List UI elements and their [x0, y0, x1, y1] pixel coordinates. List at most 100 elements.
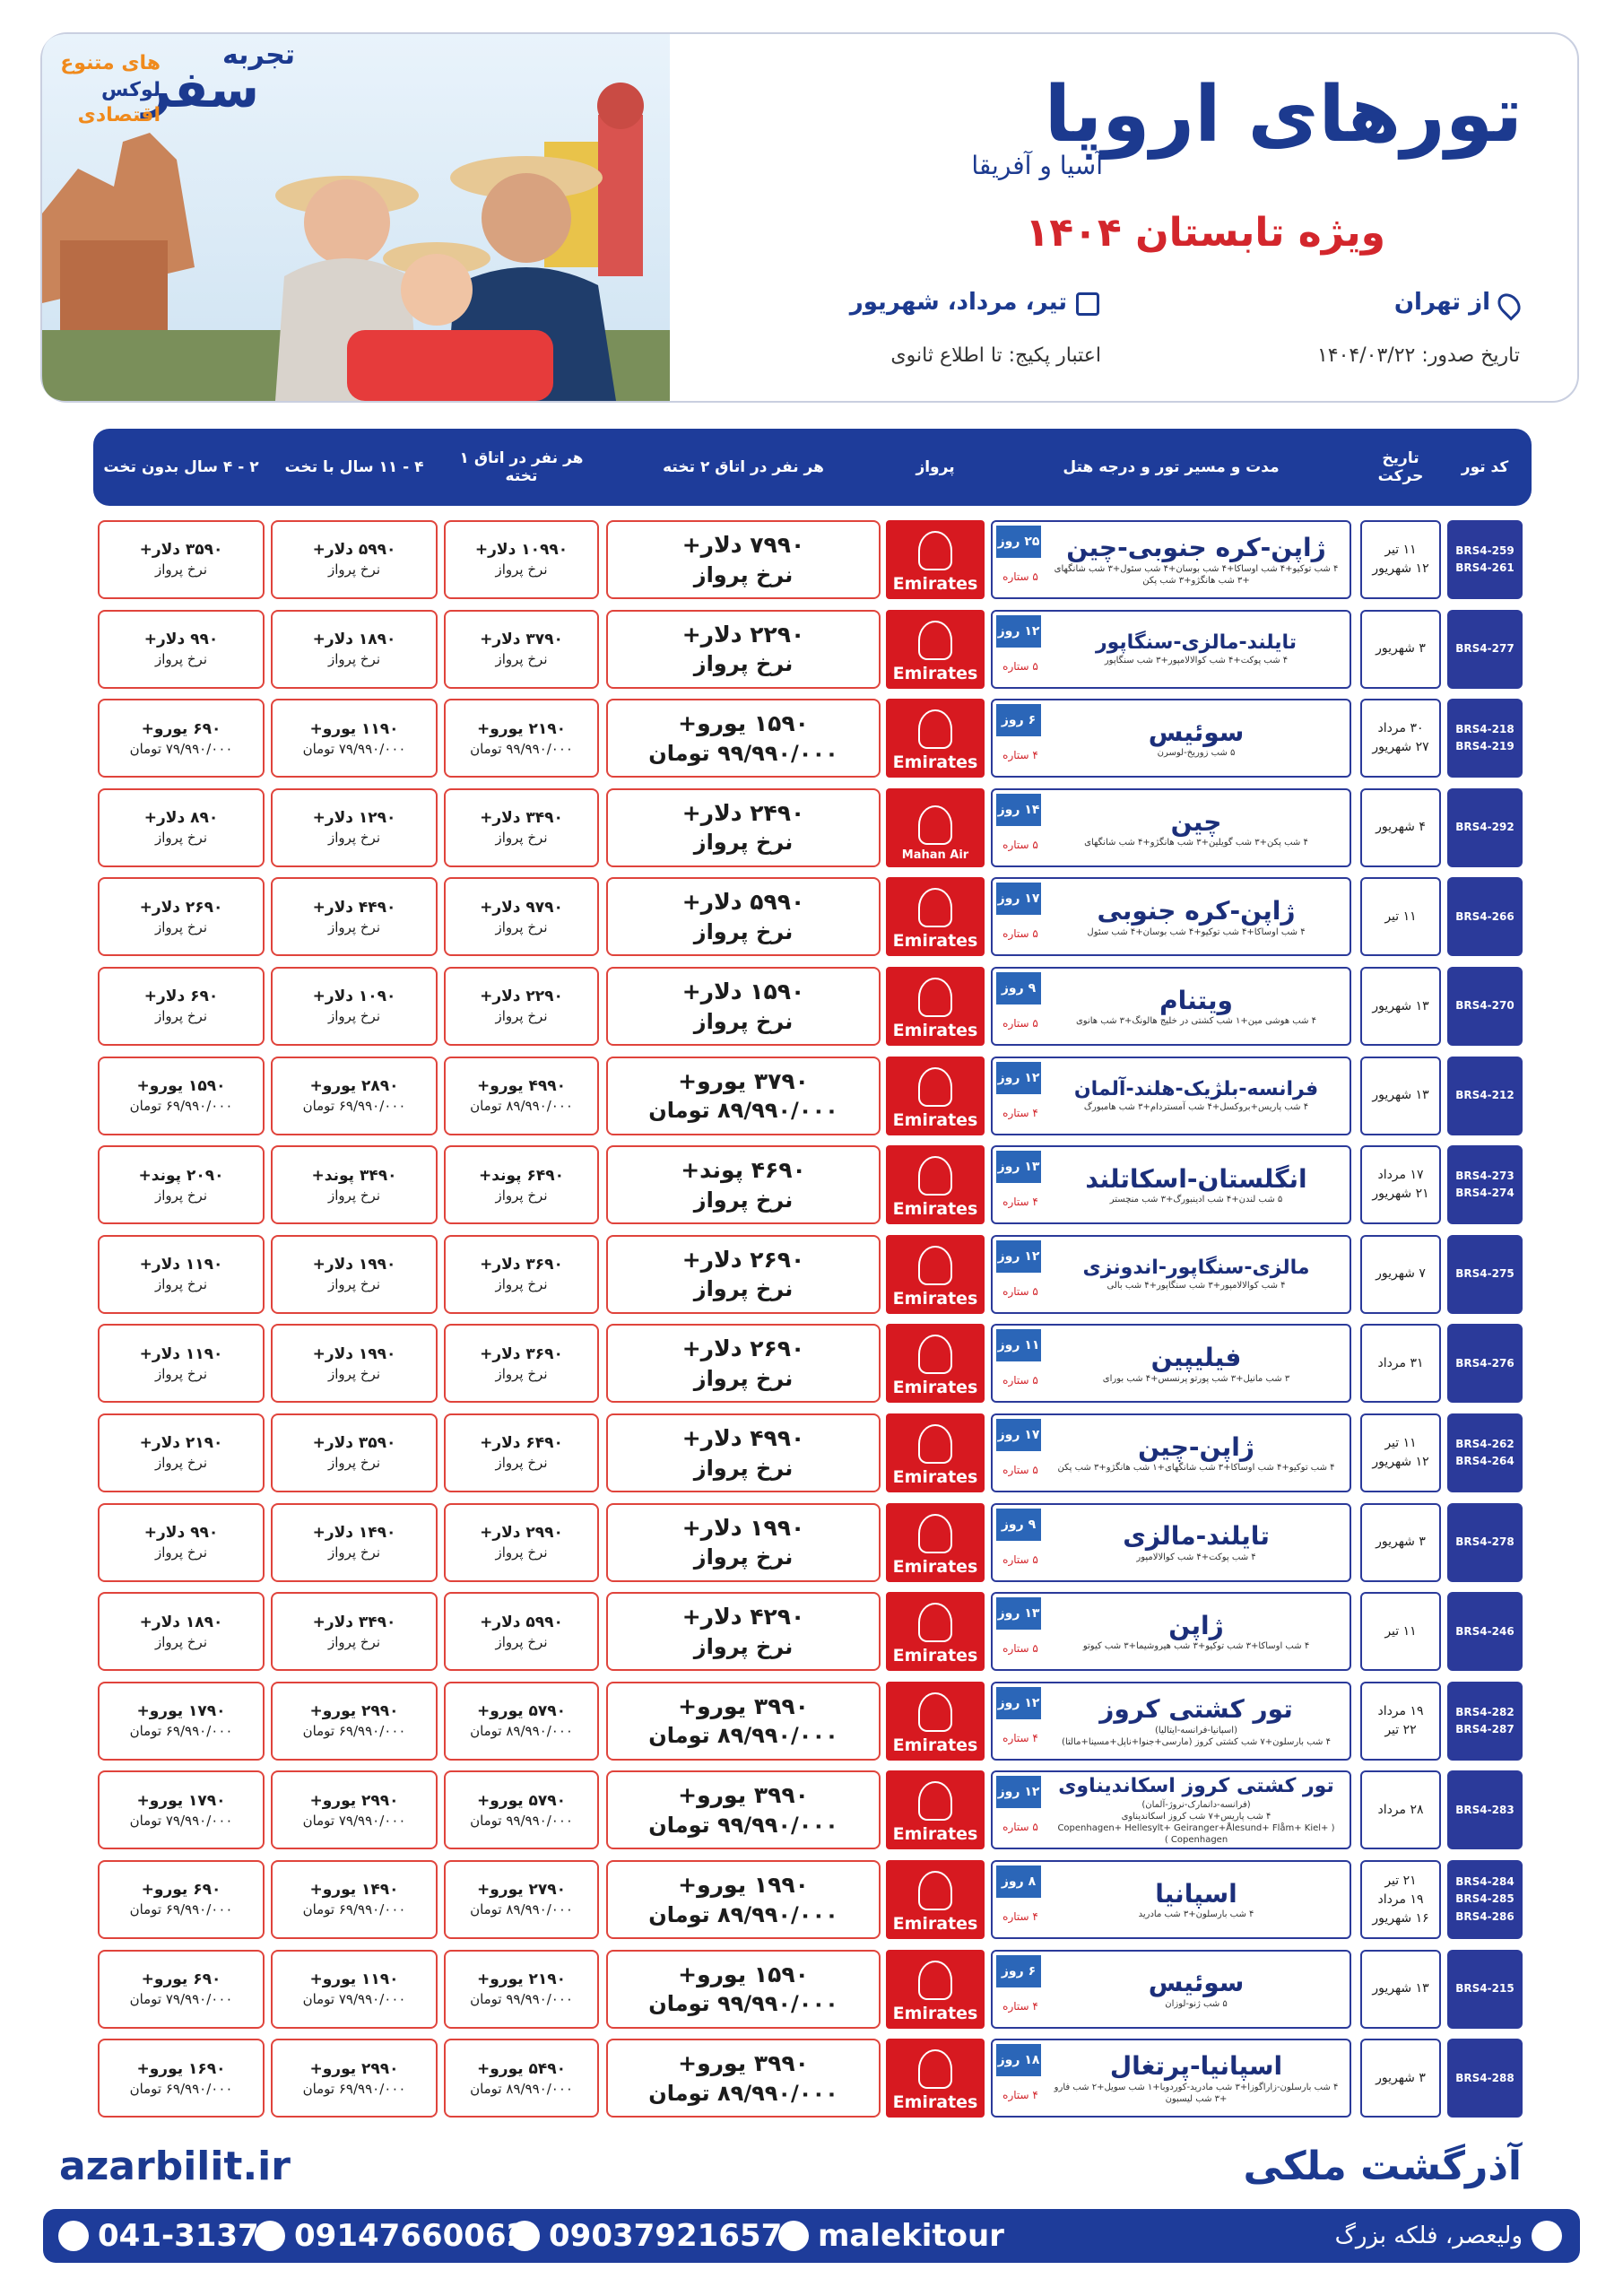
tour-code: BRS4-215 [1455, 1982, 1515, 1995]
departure-date: ۳۰ مرداد [1377, 721, 1424, 736]
column-header: هر نفر در اتاق ۱ تخته [459, 449, 584, 485]
airline-emblem [918, 1335, 952, 1375]
route-details: ( Copenhagen+ Hellesylt+ Geiranger+Ålesu… [1057, 1822, 1335, 1845]
tour-code: BRS4-282 [1455, 1705, 1515, 1718]
price-cell: ۳۵۹۰ دلار+ نرخ پرواز [271, 1413, 438, 1492]
instagram[interactable]: malekitour [818, 2218, 1004, 2254]
route-text: ژاپن-کره جنوبی ۴ شب اوساکا+۴ شب توکیو+۴ ش… [1048, 879, 1344, 954]
whatsapp[interactable]: 09147660062 [294, 2218, 528, 2254]
days-badge: ۲۵ روز [996, 526, 1041, 558]
departure-date: ۷ شهریور [1376, 1266, 1426, 1282]
price-cell: ۵۷۹۰ یورو+ ۹۹/۹۹۰/۰۰۰ تومان [444, 1770, 599, 1850]
code-cell: BRS4-262 BRS4-264 [1447, 1413, 1523, 1492]
price-cell: ۲۹۹۰ دلار+ نرخ پرواز [444, 1502, 599, 1582]
tour-code: BRS4-273 [1455, 1170, 1515, 1182]
departure-date: ۱۱ تیر [1384, 909, 1417, 924]
price-cell: ۱۵۹۰ یورو+ ۹۹/۹۹۰/۰۰۰ تومان [606, 699, 881, 778]
route-text: تایلند-مالزی ۴ شب پوکت+۴ شب کوالالامپور [1048, 1505, 1344, 1580]
price-sub: نرخ پرواز [693, 1276, 794, 1302]
route-details: +۳ شب هانگژو+۳ شب پکن [1142, 575, 1250, 586]
route-cell: فیلیپین ۳ شب مانیل+۳ شب پورتو پرنسس+۴ شب … [991, 1324, 1351, 1404]
airline-emblem [918, 804, 952, 845]
origin: از تهران [1393, 289, 1490, 316]
date-cell: ۱۷ مرداد ۲۱ شهریور [1360, 1145, 1441, 1225]
airline-emblem [918, 1424, 952, 1464]
departure-date: ۱۷ مرداد [1377, 1168, 1424, 1183]
route-title: ژاپن-چین [1138, 1431, 1254, 1462]
airline-cell: Emirates [886, 2039, 985, 2118]
date-cell: ۳ شهریور [1360, 609, 1441, 689]
airline-cell: Emirates [886, 520, 985, 599]
price-cell: ۲۱۹۰ یورو+ ۹۹/۹۹۰/۰۰۰ تومان [444, 699, 599, 778]
price-main: ۲۸۹۰ یورو+ [309, 1077, 399, 1095]
airline-emblem [918, 978, 952, 1017]
hotel-stars: ۴ ستاره [1002, 2089, 1038, 2102]
price-cell: ۶۹۰ یورو+ ۷۹/۹۹۰/۰۰۰ تومان [98, 699, 265, 778]
price-sub: ۹۹/۹۹۰/۰۰۰ تومان [648, 1991, 838, 2017]
price-cell: ۹۹۰ دلار+ نرخ پرواز [98, 1502, 265, 1582]
price-sub: نرخ پرواز [495, 1633, 548, 1650]
date-cell: ۱۳ شهریور [1360, 1949, 1441, 2029]
date-cell: ۱۱ تیر [1360, 1592, 1441, 1672]
airline-emblem [918, 1960, 952, 2000]
price-cell: ۱۹۹۰ دلار+ نرخ پرواز [606, 1502, 881, 1582]
price-main: ۲۹۹۰ یورو+ [309, 1702, 399, 1721]
price-main: ۱۵۹۰ یورو+ [678, 710, 809, 737]
price-sub: نرخ پرواز [495, 1008, 548, 1025]
date-cell: ۲۱ تیر ۱۹ مرداد ۱۶ شهریور [1360, 1860, 1441, 1939]
code-cell: BRS4-288 [1447, 2039, 1523, 2118]
price-sub: نرخ پرواز [328, 561, 381, 578]
price-main: ۲۱۹۰ یورو+ [476, 1970, 567, 1988]
price-main: ۲۶۹۰ دلار+ [681, 1335, 805, 1362]
tour-code: BRS4-285 [1455, 1892, 1515, 1906]
price-main: ۷۹۹۰ دلار+ [681, 531, 805, 558]
route-text: تور کشتی کروز (اسپانیا-فرانسه-ایتالیا) ۴ ش… [1048, 1683, 1344, 1759]
price-main: ۱۷۹۰ یورو+ [136, 1791, 226, 1810]
price-sub: ۸۹/۹۹۰/۰۰۰ تومان [648, 1098, 838, 1124]
price-sub: نرخ پرواز [693, 919, 794, 945]
price-main: ۶۹۰ یورو+ [141, 1881, 221, 1900]
route-details: ۴ شب پوکت+۴ شب کوالالامپور [1136, 1552, 1256, 1562]
price-cell: ۲۲۹۰ دلار+ نرخ پرواز [606, 609, 881, 689]
price-main: ۵۹۹۰ دلار+ [480, 1613, 563, 1631]
price-main: ۱۴۹۰ دلار+ [312, 1524, 396, 1542]
price-main: ۲۶۹۰ دلار+ [681, 1246, 805, 1273]
whatsapp[interactable]: 09037921657 [549, 2218, 783, 2254]
code-cell: BRS4-282 BRS4-287 [1447, 1681, 1523, 1761]
departure-date: ۳ شهریور [1376, 2070, 1426, 2085]
price-sub: ۶۹/۹۹۰/۰۰۰ تومان [302, 1097, 406, 1114]
price-main: ۹۹۰ دلار+ [143, 1524, 219, 1542]
price-main: ۳۴۹۰ دلار+ [312, 1613, 396, 1631]
code-cell: BRS4-218 BRS4-219 [1447, 699, 1523, 778]
price-cell: ۳۷۹۰ دلار+ نرخ پرواز [444, 609, 599, 689]
price-main: ۶۹۰ یورو+ [141, 1970, 221, 1988]
airline-cell: Emirates [886, 699, 985, 778]
price-cell: ۴۶۹۰ پوند+ نرخ پرواز [606, 1145, 881, 1225]
date-cell: ۴ شهریور [1360, 787, 1441, 867]
route-title: ژاپن [1168, 1610, 1224, 1640]
code-cell: BRS4-276 [1447, 1324, 1523, 1404]
price-main: ۶۴۹۰ پوند+ [479, 1166, 564, 1185]
route-details: ۴ شب توکیو+۴ شب اوساکا+۴ شب بوسان+۴ شب س… [1054, 563, 1339, 574]
code-cell: BRS4-259 BRS4-261 [1447, 520, 1523, 599]
route-details: ۴ شب پاریس+بروکسل+۴ شب آمستردام+۳ شب هام… [1083, 1102, 1309, 1113]
price-cell: ۹۷۹۰ دلار+ نرخ پرواز [444, 877, 599, 957]
route-text: سوئیس ۵ شب ژنو-لوزان [1048, 1952, 1344, 2027]
route-text: اسپانیا-پرتغال ۴ شب بارسلون-زاراگوزا+۳ شب… [1048, 2040, 1344, 2116]
price-main: ۳۷۹۰ دلار+ [480, 631, 563, 648]
price-sub: نرخ پرواز [693, 1187, 794, 1213]
airline-cell: Emirates [886, 1592, 985, 1672]
hotel-stars: ۴ ستاره [1002, 1196, 1038, 1209]
price-cell: ۱۵۹۰ یورو+ ۶۹/۹۹۰/۰۰۰ تومان [98, 1056, 265, 1135]
price-cell: ۲۷۹۰ یورو+ ۸۹/۹۹۰/۰۰۰ تومان [444, 1860, 599, 1939]
price-main: ۲۹۹۰ یورو+ [309, 2059, 399, 2078]
airline-cell: Emirates [886, 1949, 985, 2029]
departure-date: ۲۲ تیر [1384, 1722, 1417, 1737]
price-cell: ۲۲۹۰ دلار+ نرخ پرواز [444, 967, 599, 1046]
phone[interactable]: 041-3137 [98, 2218, 259, 2254]
airline-cell: Emirates [886, 609, 985, 689]
hotel-stars: ۴ ستاره [1002, 1999, 1038, 2013]
price-sub: نرخ پرواز [155, 561, 208, 578]
route-details: ۴ شب بارسلون+۳ شب مادرید [1138, 1909, 1254, 1920]
hotel-stars: ۵ ستاره [1002, 570, 1038, 583]
